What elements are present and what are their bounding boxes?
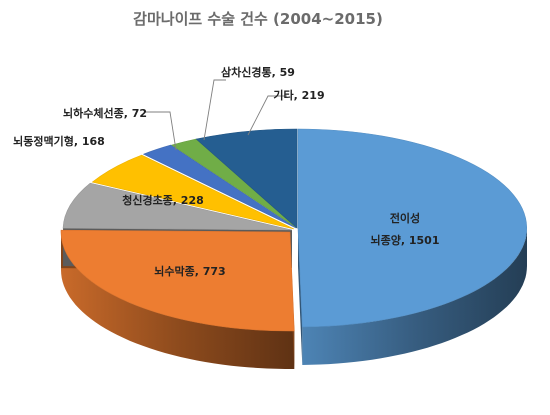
leader-line-4 <box>144 111 177 151</box>
chart-title: 감마나이프 수술 건수 (2004~2015) <box>133 10 383 28</box>
pie-slice-1 <box>60 229 295 332</box>
pie-slice-side-0 <box>302 228 527 365</box>
pie-slice-2 <box>62 182 293 231</box>
pie-slice-wall-0-1 <box>298 228 303 365</box>
pie-slice-0 <box>297 128 527 328</box>
data-label-2: 청신경초종, 228 <box>122 193 204 207</box>
data-label-5: 삼차신경통, 59 <box>221 65 295 79</box>
data-label-3: 뇌동정맥기형, 168 <box>13 134 105 148</box>
data-label-1: 뇌수막종, 773 <box>154 264 225 278</box>
pie-slice-4 <box>142 144 297 229</box>
pie-slice-6 <box>195 128 298 229</box>
pie-slice-3 <box>91 154 295 230</box>
pie-slice-side-1 <box>61 232 295 369</box>
leader-line-5 <box>203 79 226 141</box>
data-label-4: 뇌하수체선종, 72 <box>63 106 147 120</box>
leader-line-6 <box>247 95 287 136</box>
data-label-6: 기타, 219 <box>273 88 324 102</box>
pie-slices <box>60 128 527 332</box>
data-label-0-line-1: 뇌종양, 1501 <box>371 233 440 247</box>
data-label-0-line-0: 전이성 <box>390 211 420 225</box>
leader-lines <box>144 79 287 151</box>
